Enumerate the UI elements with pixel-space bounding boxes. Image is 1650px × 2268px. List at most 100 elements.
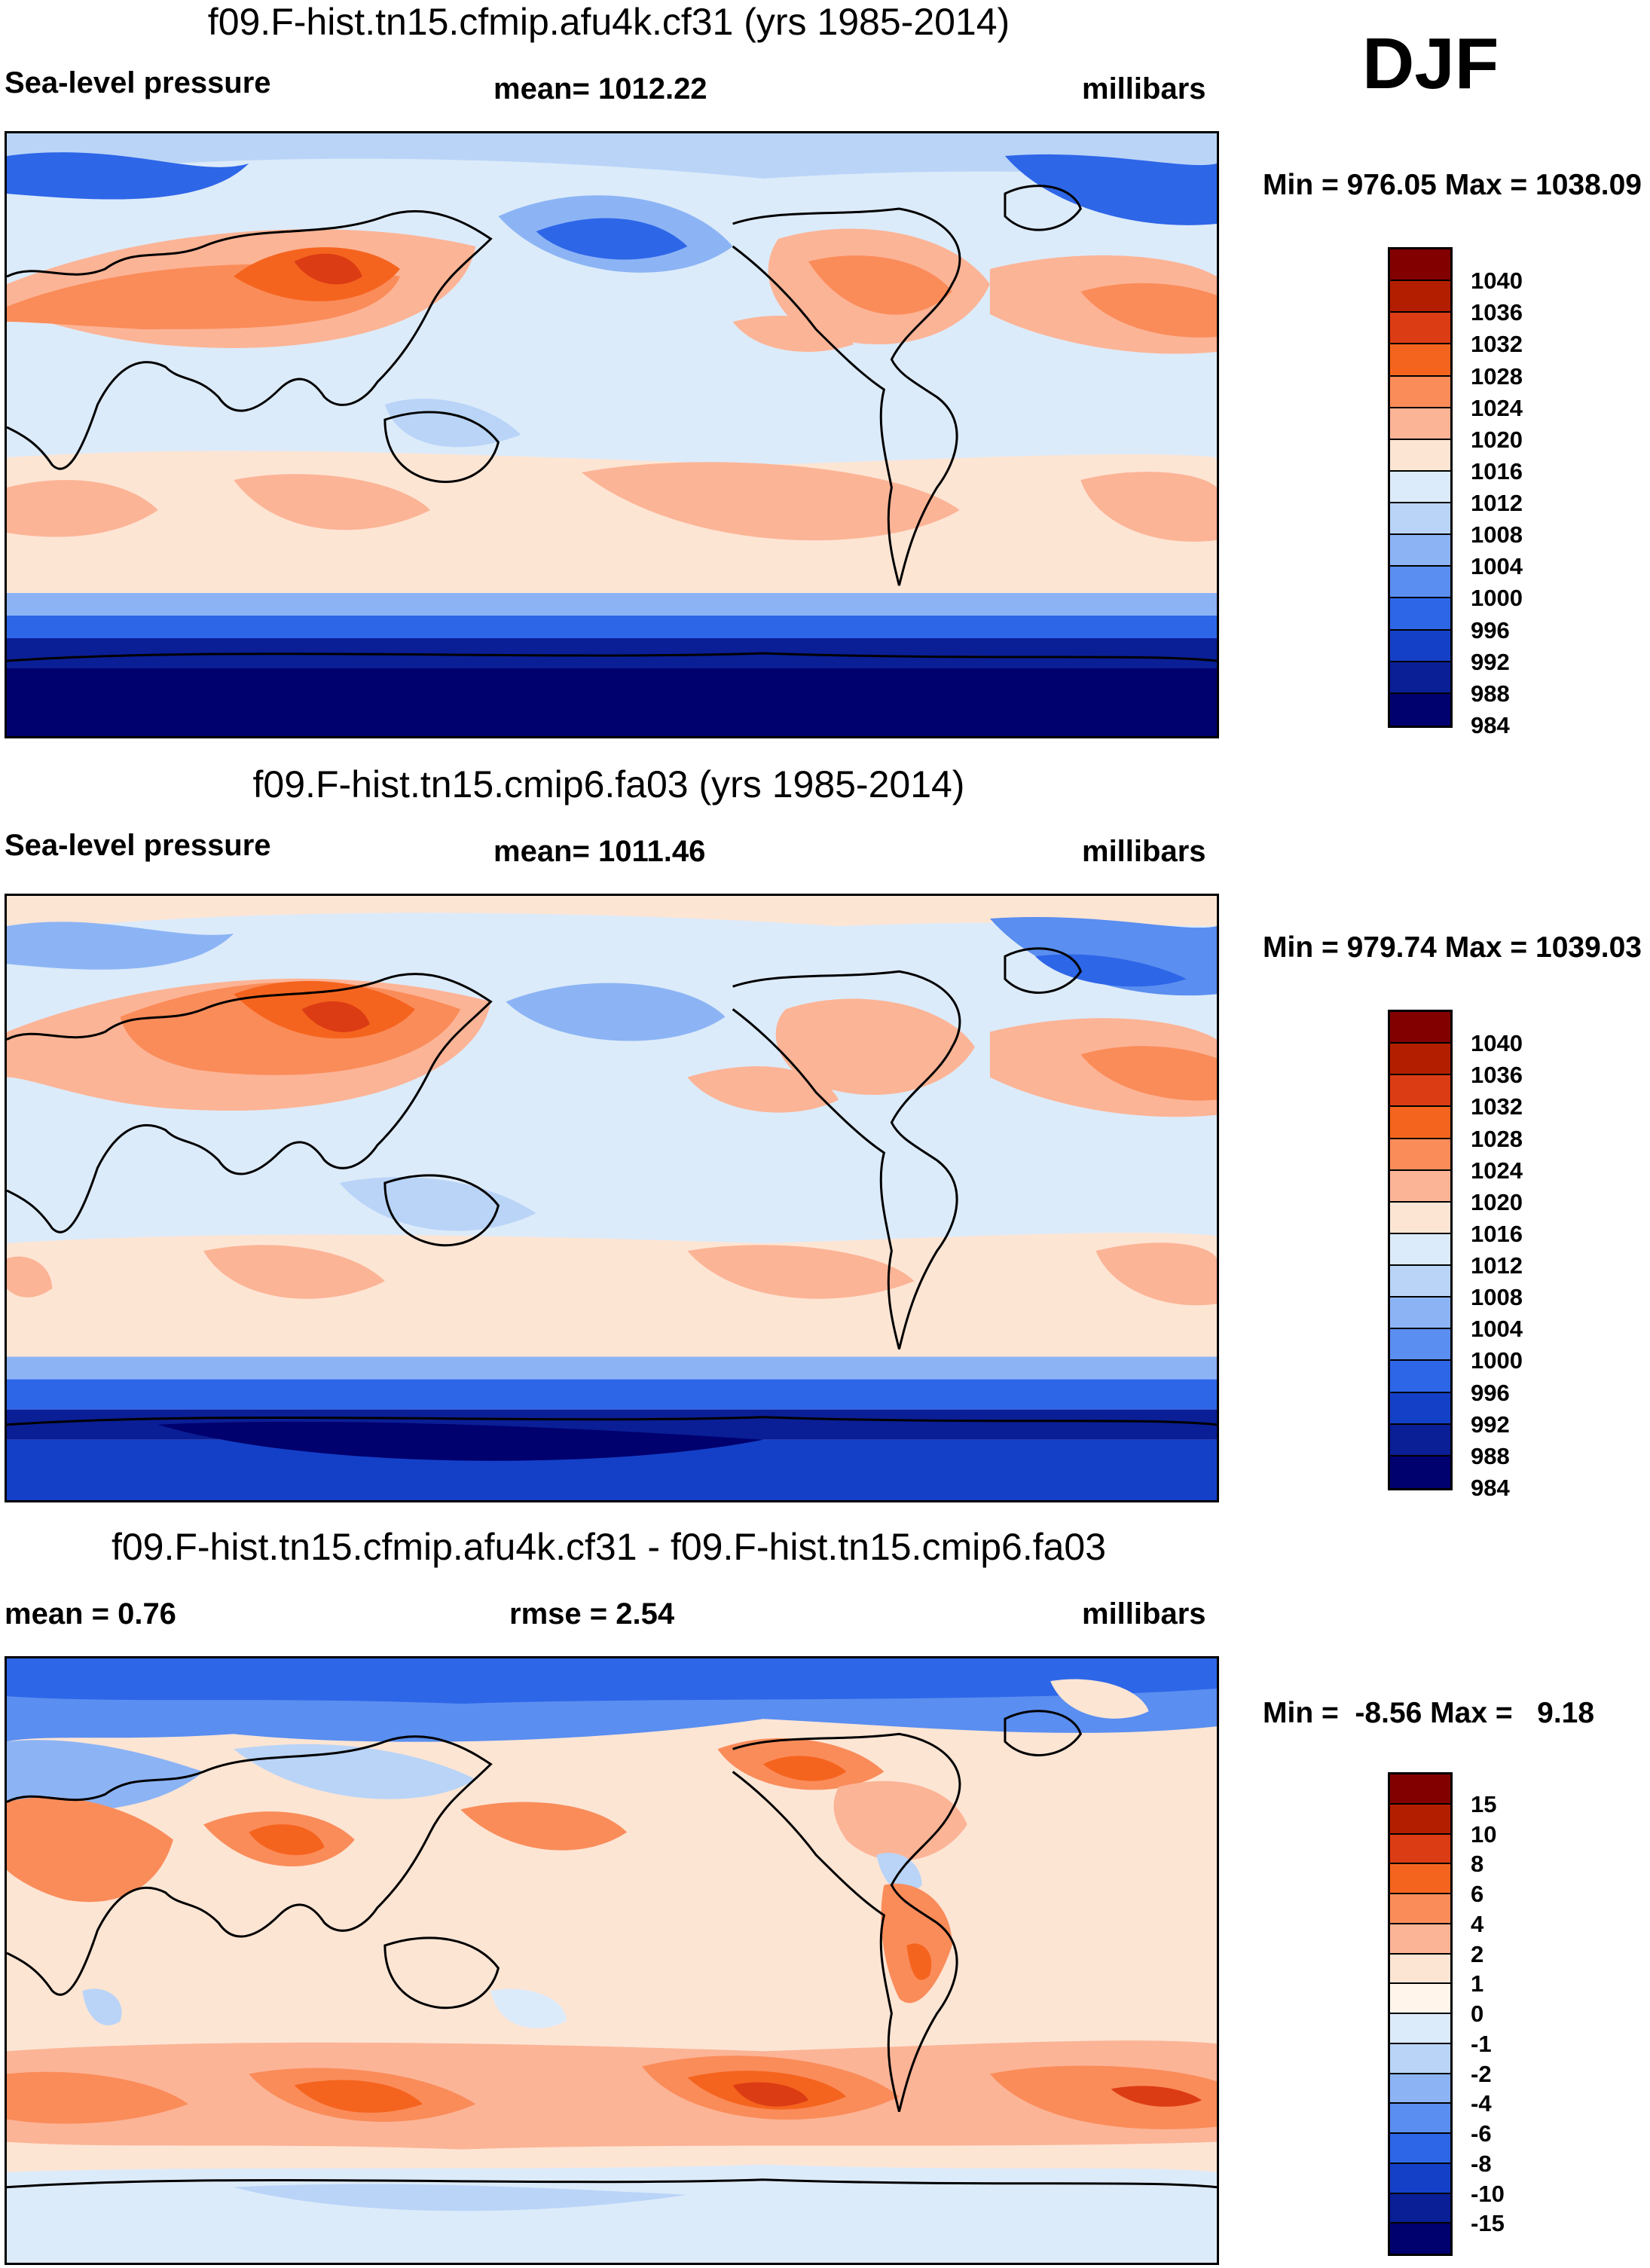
panel-3-map xyxy=(5,1656,1219,2265)
colorbar-tick-label: 1036 xyxy=(1471,299,1523,326)
colorbar-swatch xyxy=(1390,693,1450,726)
colorbar-swatch xyxy=(1390,281,1450,313)
colorbar-swatch xyxy=(1390,1424,1450,1456)
colorbar-tick-label: 1040 xyxy=(1471,267,1523,295)
panel-1-map-svg xyxy=(7,133,1217,736)
colorbar-tick-label: 1024 xyxy=(1471,394,1523,421)
colorbar-swatch xyxy=(1390,2134,1450,2164)
colorbar-swatch xyxy=(1390,344,1450,377)
colorbar-tick-label: 1008 xyxy=(1471,1284,1523,1311)
colorbar-tick-label: 15 xyxy=(1471,1790,1497,1817)
colorbar-swatch xyxy=(1390,535,1450,567)
colorbar-swatch xyxy=(1390,1392,1450,1425)
colorbar-tick-label: 1000 xyxy=(1471,1347,1523,1374)
colorbar-tick-label: 996 xyxy=(1471,616,1510,643)
colorbar-tick-label: -1 xyxy=(1471,2030,1492,2057)
colorbar-swatch xyxy=(1390,1107,1450,1139)
colorbar-tick-label: 1012 xyxy=(1471,1252,1523,1279)
colorbar-swatch xyxy=(1390,376,1450,408)
colorbar-tick-label: -10 xyxy=(1471,2180,1505,2207)
colorbar-swatch xyxy=(1390,1804,1450,1835)
colorbar-tick-label: 984 xyxy=(1471,1475,1510,1501)
panel-2-colorbar xyxy=(1388,1010,1453,1490)
panel-3-colorbar xyxy=(1388,1772,1453,2256)
colorbar-swatch xyxy=(1390,1456,1450,1488)
colorbar-swatch xyxy=(1390,1954,1450,1985)
colorbar-tick-label: 4 xyxy=(1471,1910,1484,1937)
colorbar-swatch xyxy=(1390,1139,1450,1171)
colorbar-swatch xyxy=(1390,1044,1450,1076)
colorbar-swatch xyxy=(1390,662,1450,694)
panel-1-units-label: millibars xyxy=(1082,72,1206,105)
colorbar-tick-label: 8 xyxy=(1471,1851,1484,1878)
colorbar-tick-label: 992 xyxy=(1471,1411,1510,1438)
colorbar-swatch xyxy=(1390,1924,1450,1955)
colorbar-tick-label: 1028 xyxy=(1471,362,1523,390)
colorbar-tick-label: 1032 xyxy=(1471,1093,1523,1120)
colorbar-swatch xyxy=(1390,439,1450,472)
colorbar-tick-label: 996 xyxy=(1471,1379,1510,1406)
colorbar-tick-label: 988 xyxy=(1471,680,1510,707)
panel-2-map-svg xyxy=(7,896,1217,1500)
season-label: DJF xyxy=(1362,23,1499,104)
panel-2-units-label: millibars xyxy=(1082,835,1206,868)
colorbar-swatch xyxy=(1390,1864,1450,1894)
panel-2-minmax: Min = 979.74 Max = 1039.03 xyxy=(1263,931,1642,964)
colorbar-swatch xyxy=(1390,1075,1450,1108)
colorbar-tick-label: 992 xyxy=(1471,648,1510,675)
panel-1-variable-label: Sea-level pressure xyxy=(5,66,271,99)
colorbar-swatch xyxy=(1390,2193,1450,2224)
colorbar-tick-label: 1016 xyxy=(1471,457,1523,484)
colorbar-tick-label: -8 xyxy=(1471,2150,1492,2177)
colorbar-tick-label: 1 xyxy=(1471,1970,1484,1997)
colorbar-swatch xyxy=(1390,1361,1450,1393)
colorbar-swatch xyxy=(1390,2014,1450,2044)
colorbar-tick-label: 1012 xyxy=(1471,490,1523,517)
colorbar-swatch xyxy=(1390,313,1450,345)
colorbar-swatch xyxy=(1390,567,1450,599)
colorbar-tick-label: 1008 xyxy=(1471,521,1523,549)
panel-1-colorbar xyxy=(1388,247,1453,728)
colorbar-swatch xyxy=(1390,1298,1450,1330)
colorbar-tick-label: 1016 xyxy=(1471,1220,1523,1247)
colorbar-swatch xyxy=(1390,249,1450,282)
panel-1-map xyxy=(5,131,1219,738)
panel-3-title: f09.F-hist.tn15.cfmip.afu4k.cf31 - f09.F… xyxy=(111,1526,1107,1568)
colorbar-swatch xyxy=(1390,1984,1450,2014)
panel-2-variable-label: Sea-level pressure xyxy=(5,829,271,862)
colorbar-swatch xyxy=(1390,1329,1450,1362)
panel-1-title: f09.F-hist.tn15.cfmip.afu4k.cf31 (yrs 19… xyxy=(207,1,1010,43)
colorbar-tick-label: -6 xyxy=(1471,2120,1492,2147)
panel-1-minmax: Min = 976.05 Max = 1038.09 xyxy=(1263,169,1642,201)
panel-1-mean-label: mean= 1012.22 xyxy=(493,72,707,105)
panel-3-units-label: millibars xyxy=(1082,1597,1206,1631)
colorbar-tick-label: 1004 xyxy=(1471,553,1523,580)
colorbar-tick-label: 984 xyxy=(1471,712,1510,738)
panel-3-minmax: Min = -8.56 Max = 9.18 xyxy=(1263,1697,1595,1729)
colorbar-swatch xyxy=(1390,2224,1450,2254)
colorbar-tick-label: 0 xyxy=(1471,2001,1484,2027)
colorbar-swatch xyxy=(1390,1202,1450,1234)
colorbar-swatch xyxy=(1390,2104,1450,2134)
colorbar-tick-label: 6 xyxy=(1471,1881,1484,1907)
colorbar-swatch xyxy=(1390,408,1450,440)
colorbar-tick-label: -2 xyxy=(1471,2060,1492,2087)
colorbar-tick-label: 1024 xyxy=(1471,1157,1523,1184)
colorbar-swatch xyxy=(1390,1894,1450,1924)
colorbar-tick-label: 988 xyxy=(1471,1442,1510,1469)
colorbar-swatch xyxy=(1390,1774,1450,1805)
panel-3-map-svg xyxy=(7,1658,1217,2263)
colorbar-tick-label: 10 xyxy=(1471,1820,1497,1848)
colorbar-swatch xyxy=(1390,2074,1450,2104)
colorbar-tick-label: 1036 xyxy=(1471,1062,1523,1089)
panel-3-rmse-label: rmse = 2.54 xyxy=(509,1597,675,1631)
colorbar-tick-label: 2 xyxy=(1471,1940,1484,1967)
panel-2-mean-label: mean= 1011.46 xyxy=(493,835,706,868)
colorbar-swatch xyxy=(1390,1266,1450,1298)
colorbar-swatch xyxy=(1390,1834,1450,1865)
colorbar-tick-label: 1020 xyxy=(1471,426,1523,453)
panel-3-mean-label: mean = 0.76 xyxy=(5,1597,176,1631)
colorbar-swatch xyxy=(1390,1012,1450,1044)
colorbar-tick-label: 1020 xyxy=(1471,1188,1523,1215)
colorbar-swatch xyxy=(1390,630,1450,662)
